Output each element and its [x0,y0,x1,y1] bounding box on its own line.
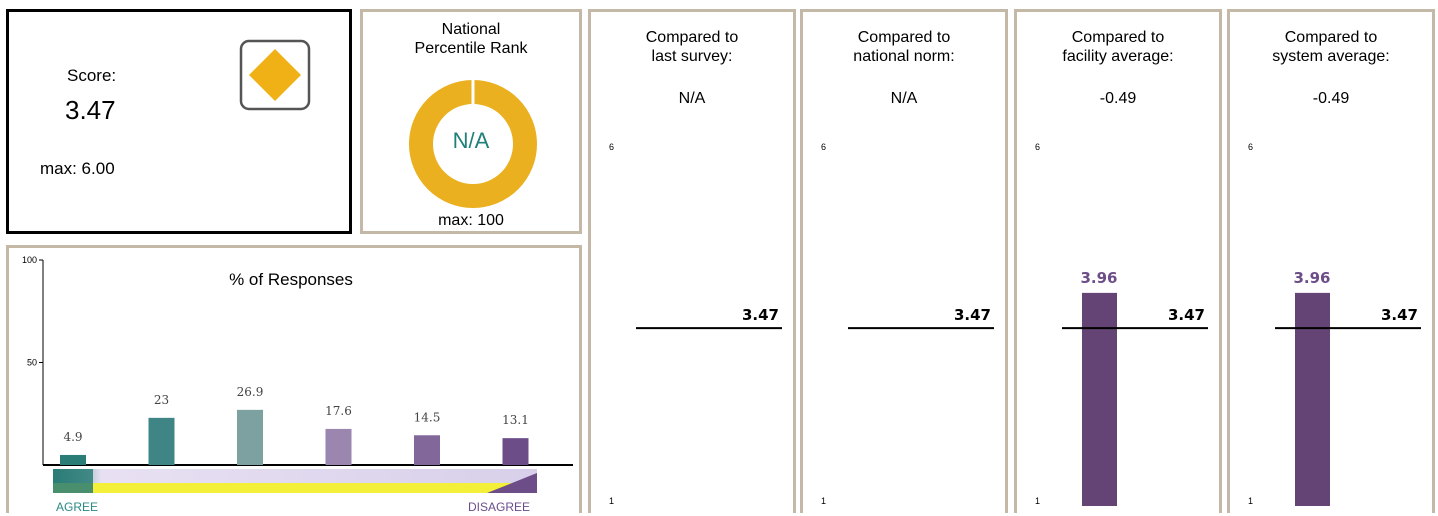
y-tick-label: 1 [1035,496,1040,506]
y-tick-label: 50 [27,358,37,368]
score-value: 3.47 [65,95,116,125]
comparison-value: N/A [678,90,706,107]
diamond-shape [249,49,301,101]
comparison-title-line1: Compared to [857,29,951,46]
data-label: 4.9 [63,430,82,444]
response-bar [60,454,86,465]
response-bar [502,438,529,465]
y-tick-label: 6 [609,142,614,152]
comparison-bar [1082,292,1117,506]
responses-chart: 100 50 % of Responses 4.9 23 26.9 17.6 14.5 13.1 [22,255,573,493]
comparison-title-line2: facility average: [1062,48,1174,65]
comparison-value: -0.49 [1312,90,1350,107]
y-tick-label: 6 [1248,142,1253,152]
comparison-title: Compared to system average: [1230,28,1432,66]
bar-value-label: 3.96 [1080,269,1117,287]
comparison-chart: 6 1 3.96 3.47 [1248,142,1421,506]
comparison-title-line2: national norm: [853,48,955,65]
response-bar [414,435,440,465]
data-label: 17.6 [325,404,352,418]
percentile-title-line2: Percentile Rank [414,40,528,57]
percentile-value: N/A [452,128,490,153]
percentile-title: National Percentile Rank [363,20,579,58]
disagree-label: DISAGREE [468,500,531,514]
score-max-label: max: 6.00 [40,159,115,178]
comparison-title-line1: Compared to [1071,29,1165,46]
percentile-title-line1: National [441,21,501,38]
score-label: Score: [67,66,117,85]
diamond-icon [239,39,311,111]
reference-label: 3.47 [1381,306,1418,324]
comparison-bar [1295,292,1330,506]
comparison-title: Compared to facility average: [1017,28,1219,66]
comparison-chart: 613.47 [821,142,994,506]
comparison-chart: 6 1 3.96 3.47 [1035,142,1208,506]
data-label: 23 [154,393,169,407]
data-label: 13.1 [502,413,529,427]
reference-label: 3.47 [742,306,779,324]
comparison-title-line2: last survey: [651,48,733,65]
chart-title: % of Responses [229,270,353,289]
disagree-marker [487,473,537,493]
response-bar [148,417,175,465]
comparison-panel-national-norm: Compared to national norm: N/A 6 1 3.47 [800,9,1008,513]
y-tick-label: 1 [609,496,614,506]
y-tick-label: 1 [1248,496,1253,506]
reference-label: 3.47 [1168,306,1205,324]
comparison-value: -0.49 [1099,90,1137,107]
scale-gradient-strip [53,469,537,483]
comparison-panel-facility-average: Compared to facility average: -0.49 6 1 3.… [1014,9,1222,513]
response-bar [237,409,263,465]
score-panel: Score: 3.47 max: 6.00 [6,9,352,234]
comparison-title-line1: Compared to [645,29,739,46]
response-bar [325,428,352,465]
percentile-donut [409,79,537,208]
comparison-title: Compared to national norm: [803,28,1005,66]
comparison-title-line2: system average: [1272,48,1390,65]
y-tick-label: 6 [1035,142,1040,152]
y-tick-label: 1 [821,496,826,506]
comparison-value: N/A [890,90,918,107]
comparison-title: Compared to last survey: [591,28,793,66]
y-tick-label: 6 [821,142,826,152]
reference-label: 3.47 [954,306,991,324]
comparison-panel-system-average: Compared to system average: -0.49 6 1 3.96… [1227,9,1435,513]
y-tick-label: 100 [22,255,37,265]
data-label: 26.9 [237,385,264,399]
scale-yellow-strip [53,483,537,493]
agree-label: AGREE [56,500,99,514]
bar-value-label: 3.96 [1293,269,1330,287]
comparison-chart: 613.47 [609,142,782,506]
data-label: 14.5 [414,410,441,424]
percentile-max-label: max: 100 [438,212,504,229]
percentile-panel: National Percentile Rank N/A max: 100 [360,9,582,234]
responses-panel: 100 50 % of Responses 4.9 23 26.9 17.6 14.5 13.1… [6,245,582,514]
agree-marker [53,469,93,493]
comparison-panel-last-survey: Compared to last survey: N/A 6 1 3.47 [588,9,796,513]
comparison-title-line1: Compared to [1284,29,1378,46]
